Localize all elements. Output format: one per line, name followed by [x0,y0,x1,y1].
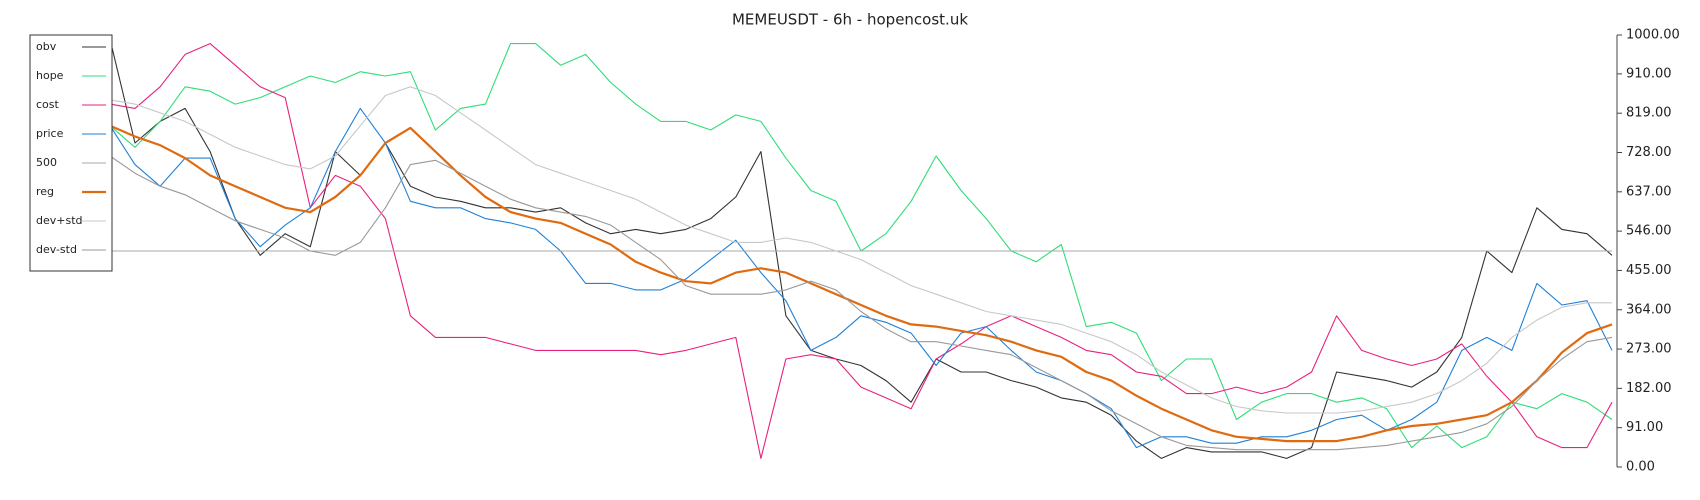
y-tick-label: 819.00 [1626,106,1672,121]
legend-label: dev-std [36,243,77,256]
legend-label: cost [36,98,60,111]
legend-label: obv [36,40,57,53]
series-line [109,86,1612,414]
legend-label: price [36,127,64,140]
y-tick-label: 455.00 [1626,263,1672,278]
y-tick-label: 273.00 [1626,342,1672,357]
y-tick-label: 364.00 [1626,302,1672,317]
legend: obv hope cost price 500 reg dev+std dev-std [29,34,113,272]
series-line [109,39,1613,459]
series-line [109,124,1613,443]
y-tick-label: 91.00 [1626,420,1663,435]
y-tick-label: 182.00 [1626,381,1672,396]
legend-label: reg [36,185,54,198]
y-tick-label: 910.00 [1626,66,1672,81]
legend-label: hope [36,69,64,82]
y-tick-label: 0.00 [1626,460,1655,475]
legend-box [29,34,113,272]
chart-title: MEMEUSDT - 6h - hopencost.uk [732,11,968,29]
y-tick-label: 546.00 [1626,224,1672,239]
plot-area [109,39,1613,459]
y-tick-label: 728.00 [1626,145,1672,160]
series-line [109,107,1613,449]
series-line [109,155,1613,451]
series-line [109,43,1613,459]
legend-label: dev+std [36,214,83,227]
legend-label: 500 [36,156,57,169]
y-tick-label: 637.00 [1626,184,1672,199]
y-tick-label: 1000.00 [1626,28,1680,43]
